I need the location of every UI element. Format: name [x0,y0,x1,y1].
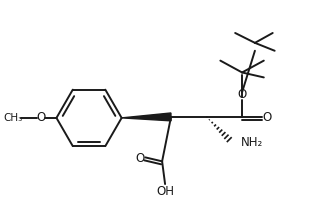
Text: O: O [136,152,145,165]
Text: O: O [36,111,45,124]
Text: O: O [262,111,271,124]
Text: O: O [237,88,247,101]
Text: NH₂: NH₂ [241,136,263,149]
Text: CH₃: CH₃ [3,113,23,123]
Polygon shape [122,113,171,121]
Text: OH: OH [156,185,174,198]
